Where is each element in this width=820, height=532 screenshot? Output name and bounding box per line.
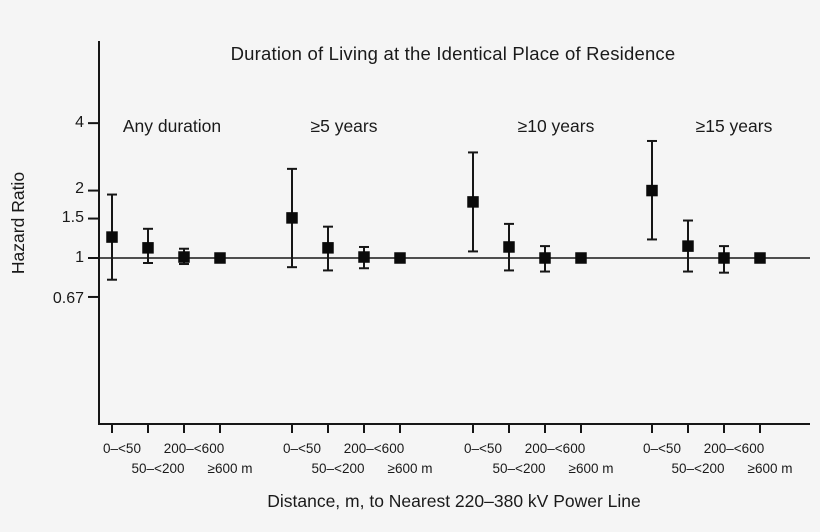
point-marker <box>358 251 370 263</box>
x-tick-label: 50–<200 <box>672 461 725 476</box>
x-tick-label: ≥600 m <box>569 461 614 476</box>
point-marker <box>178 251 190 263</box>
x-tick-label: 200–<600 <box>344 441 404 456</box>
chart-title: Duration of Living at the Identical Plac… <box>230 43 676 64</box>
point-marker <box>286 212 298 224</box>
point-marker <box>322 242 334 254</box>
x-tick-label: 200–<600 <box>525 441 585 456</box>
x-tick-label: ≥600 m <box>388 461 433 476</box>
x-tick-label: 0–<50 <box>103 441 141 456</box>
group-label-any-duration: Any duration <box>122 116 222 136</box>
point-marker <box>503 241 515 253</box>
y-tick-label-0-67: 0.67 <box>52 290 84 307</box>
point-marker <box>214 252 226 264</box>
point-marker <box>106 231 118 243</box>
x-tick-label: 0–<50 <box>283 441 321 456</box>
y-tick-label-4: 4 <box>75 114 84 131</box>
y-tick-label-2: 2 <box>75 180 84 197</box>
x-tick-label: ≥600 m <box>208 461 253 476</box>
x-tick-label: 0–<50 <box>643 441 681 456</box>
y-tick-label-1: 1 <box>75 249 84 266</box>
point-marker <box>467 196 479 208</box>
group-label-15-years: ≥15 years <box>695 116 773 136</box>
x-tick-label: 50–<200 <box>493 461 546 476</box>
x-tick-label: 0–<50 <box>464 441 502 456</box>
point-marker <box>754 252 766 264</box>
point-marker <box>575 252 587 264</box>
y-tick-label-1-5: 1.5 <box>61 209 84 226</box>
point-marker <box>682 240 694 252</box>
group-label-10-years: ≥10 years <box>517 116 595 136</box>
x-tick-label: 50–<200 <box>312 461 365 476</box>
point-marker <box>646 184 658 197</box>
point-marker <box>718 252 730 264</box>
x-axis-label: Distance, m, to Nearest 220–380 kV Power… <box>267 491 641 511</box>
group-label-5-years: ≥5 years <box>310 116 378 136</box>
point-marker <box>539 252 551 264</box>
x-tick-label: 50–<200 <box>132 461 185 476</box>
x-tick-label: ≥600 m <box>748 461 793 476</box>
x-tick-label: 200–<600 <box>704 441 764 456</box>
point-marker <box>394 252 406 264</box>
x-tick-label: 200–<600 <box>164 441 224 456</box>
point-marker <box>142 242 154 254</box>
